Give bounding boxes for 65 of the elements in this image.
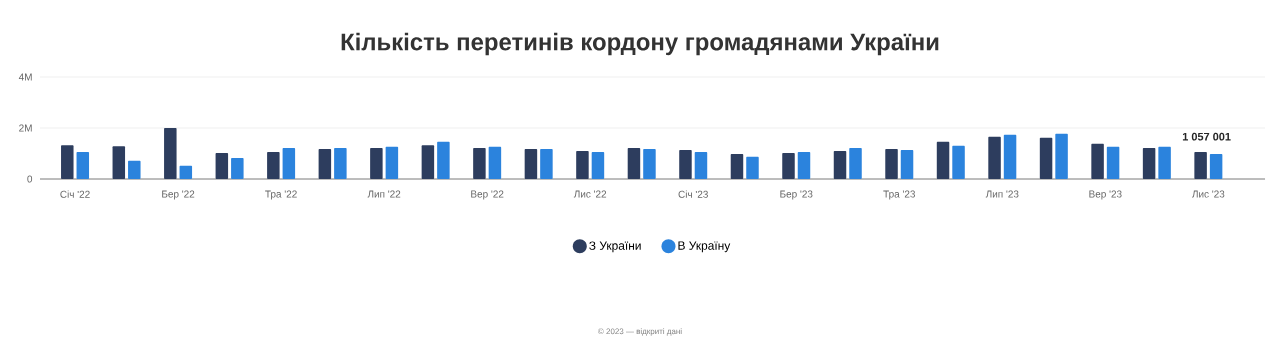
bar: [128, 160, 141, 179]
bar: [437, 141, 450, 179]
bar: [385, 146, 399, 179]
bar: [833, 150, 847, 179]
x-tick-label: Бер '23: [780, 190, 813, 200]
bar: [524, 148, 538, 179]
bar: [591, 151, 605, 179]
bar: [936, 141, 950, 179]
bar: [730, 154, 744, 179]
bar: [746, 156, 759, 179]
bar: [1055, 133, 1068, 179]
x-tick-label: Вер '23: [1089, 190, 1122, 200]
x-tick-label: Січ '23: [678, 190, 708, 198]
bar: [988, 136, 1001, 179]
legend-label: В Україну: [678, 241, 731, 253]
bar: [231, 158, 244, 179]
bar: [267, 151, 280, 179]
y-tick-label: 2M: [19, 124, 32, 132]
bar: [627, 147, 641, 179]
bar: [782, 152, 795, 179]
bar: [473, 147, 486, 179]
bar: [112, 146, 126, 179]
bar: [797, 151, 811, 179]
bar: [1194, 152, 1207, 179]
data-label: 1 057 001: [1182, 132, 1231, 141]
x-tick-label: Лис '22: [573, 190, 607, 198]
bar: [1003, 134, 1017, 179]
x-tick-label: Січ '22: [60, 190, 90, 198]
x-tick-label: Лип '22: [367, 190, 401, 198]
bar: [885, 148, 898, 179]
bar: [318, 148, 332, 179]
chart-title: Кількість перетинів кордону громадянами України: [341, 32, 939, 56]
bar: [282, 147, 296, 179]
bar: [679, 149, 692, 179]
bar: [694, 151, 708, 179]
bar: [849, 147, 862, 179]
bar: [76, 151, 90, 179]
bar: [61, 145, 74, 179]
bar: [1142, 147, 1156, 179]
x-tick-label: Вер '22: [471, 190, 504, 200]
bar: [643, 148, 656, 179]
bar: [952, 145, 965, 179]
bar: [540, 148, 553, 179]
bar: [488, 146, 502, 179]
bar: [1209, 154, 1223, 179]
x-tick-label: Тра '22: [265, 190, 297, 200]
legend-label: З України: [589, 241, 641, 253]
bar: [164, 128, 177, 179]
bar: [1158, 146, 1171, 179]
bar: [334, 147, 347, 179]
bar: [576, 150, 589, 179]
bar: [215, 152, 229, 179]
bar: [370, 147, 383, 179]
x-tick-label: Лис '23: [1192, 190, 1225, 198]
y-tick-label: 0: [27, 175, 33, 183]
bar: [1091, 143, 1104, 179]
x-tick-label: Лип '23: [985, 190, 1019, 198]
bar: [1106, 146, 1120, 179]
bar: [179, 165, 193, 179]
bar: [900, 149, 914, 179]
bar: [421, 145, 435, 179]
x-tick-label: Тра '23: [883, 190, 916, 200]
bar: [1039, 137, 1053, 179]
y-tick-label: 4M: [18, 73, 32, 81]
x-tick-label: Бер '22: [162, 190, 195, 200]
